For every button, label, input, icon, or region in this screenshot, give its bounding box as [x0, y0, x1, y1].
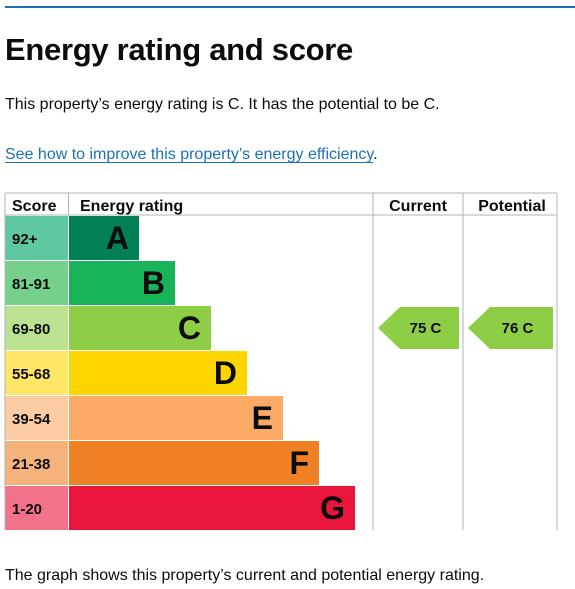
band-rows: 92+ A 81-91 B 69-80 C 55-68 D 39-54 E 21-38 F 1-20 G — [5, 216, 355, 530]
rating-bar-e — [69, 396, 283, 440]
score-column-header: Score — [12, 198, 57, 215]
score-range-c: 69-80 — [12, 321, 50, 338]
score-cell-e — [5, 396, 68, 440]
current-column-header: Current — [389, 198, 447, 215]
potential-rating-arrow — [468, 307, 553, 349]
page-title: Energy rating and score — [5, 32, 353, 67]
energy-rating-chart: 92+ A81-91 B69-80 C55-68 D39-54 E21-38 F1-20 G … — [4, 192, 558, 530]
chart-headers: Score Energy rating Current Potential — [12, 198, 546, 215]
rating-summary: This property’s energy rating is C. It h… — [5, 96, 440, 113]
score-cell-b — [5, 261, 68, 305]
score-cell-a — [5, 216, 68, 260]
rating-letter-g: G — [320, 490, 345, 526]
rating-bar-g — [69, 486, 355, 530]
chart-grid — [4, 192, 558, 530]
score-cell-d — [5, 351, 68, 395]
rating-bar-b — [69, 261, 175, 305]
rating-bar-d — [69, 351, 247, 395]
score-range-e: 39-54 — [12, 411, 51, 428]
score-cell-f — [5, 441, 68, 485]
score-cell-g — [5, 486, 68, 530]
rating-bar-a — [69, 216, 139, 260]
score-range-b: 81-91 — [12, 276, 50, 293]
potential-rating-label: 76 C — [502, 320, 534, 337]
rating-letter-b: B — [142, 265, 165, 301]
score-range-d: 55-68 — [12, 366, 50, 383]
score-range-f: 21-38 — [12, 456, 50, 473]
rating-bar-f — [69, 441, 319, 485]
chart-caption: The graph shows this property’s current … — [5, 567, 485, 584]
score-range-a: 92+ — [12, 231, 38, 248]
improve-efficiency-link[interactable]: See how to improve this property’s energ… — [5, 146, 374, 163]
rating-letter-f: F — [289, 445, 309, 481]
score-cell-c — [5, 306, 68, 350]
score-range-g: 1-20 — [12, 501, 42, 518]
current-rating-label: 75 C — [410, 320, 442, 337]
improve-link-suffix: . — [373, 146, 378, 163]
potential-column-header: Potential — [478, 198, 546, 215]
rating-letter-e: E — [252, 400, 273, 436]
rating-letter-d: D — [214, 355, 237, 391]
rating-bar-c — [69, 306, 211, 350]
rating-column-header: Energy rating — [80, 198, 183, 215]
top-rule — [5, 6, 575, 8]
rating-arrows: 75 C 76 C — [378, 307, 553, 349]
current-rating-arrow — [378, 307, 459, 349]
improve-link-paragraph: See how to improve this property’s energ… — [5, 144, 378, 166]
rating-letter-c: C — [178, 310, 201, 346]
rating-letter-a: A — [106, 220, 129, 256]
